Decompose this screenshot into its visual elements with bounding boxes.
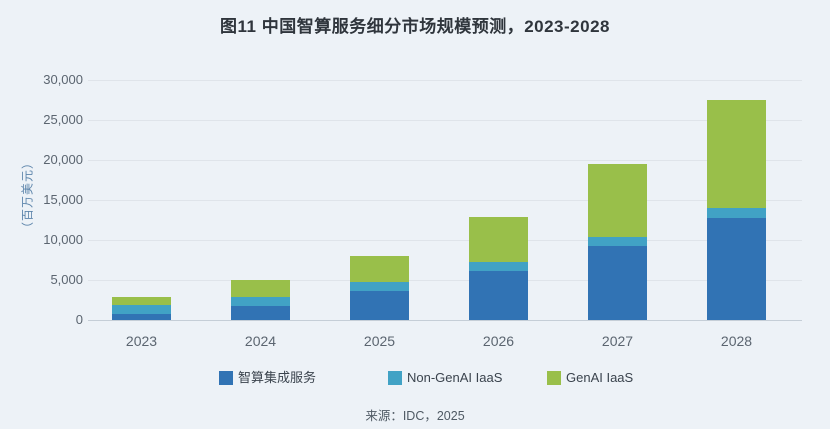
bar-segment	[231, 306, 290, 320]
gridline	[88, 80, 802, 81]
bar-segment	[112, 304, 171, 314]
legend-label: GenAI IaaS	[566, 370, 634, 385]
x-axis-label: 2026	[482, 333, 515, 349]
legend-swatch-blue-icon	[219, 370, 233, 385]
gridline	[88, 160, 802, 161]
bar-segment	[707, 218, 766, 320]
gridline	[88, 200, 802, 201]
x-axis-label: 2023	[125, 333, 158, 349]
source-attribution: 来源：IDC，2025	[365, 409, 465, 423]
x-axis-label: 2025	[363, 333, 396, 349]
bar-segment	[112, 297, 171, 305]
x-axis-label: 2028	[720, 333, 753, 349]
legend-swatch-green-icon	[547, 370, 561, 385]
legend-label: Non-GenAI IaaS	[407, 370, 503, 385]
y-tick-label: 20,000	[43, 152, 83, 167]
bar-segment	[707, 208, 766, 219]
bar-segment	[588, 236, 647, 246]
legend-item-non-genai-iaas: Non-GenAI IaaS	[388, 370, 502, 385]
gridline	[88, 280, 802, 281]
legend-label: 智算集成服务	[238, 370, 317, 385]
bar-segment	[350, 255, 409, 282]
bar-segment	[469, 270, 528, 320]
bar-segment	[350, 282, 409, 291]
y-tick-label: 15,000	[43, 192, 83, 207]
bar-segment	[707, 100, 766, 209]
bar-segment	[469, 262, 528, 271]
y-tick-label: 0	[75, 312, 83, 327]
legend-swatch-teal-icon	[388, 370, 402, 385]
bar-segment	[350, 290, 409, 320]
y-tick-label: 5,000	[50, 272, 83, 287]
y-tick-label: 30,000	[43, 72, 83, 87]
bar-segment	[588, 163, 647, 237]
x-axis-label: 2027	[601, 333, 634, 349]
bar-segment	[469, 217, 528, 262]
y-tick-label: 10,000	[43, 232, 83, 247]
x-axis-label: 2024	[244, 333, 277, 349]
chart-title: 图11 中国智算服务细分市场规模预测，2023-2028	[220, 17, 610, 36]
bar-segment	[231, 296, 290, 306]
bar-segment	[112, 313, 171, 320]
bar-segment	[231, 280, 290, 297]
gridline	[88, 240, 802, 241]
gridline	[88, 120, 802, 121]
y-tick-label: 25,000	[43, 112, 83, 127]
legend-item-genai-iaas: GenAI IaaS	[547, 370, 633, 385]
x-axis-line	[88, 320, 802, 321]
legend-item-integration-services: 智算集成服务	[219, 370, 316, 385]
bar-segment	[588, 246, 647, 320]
